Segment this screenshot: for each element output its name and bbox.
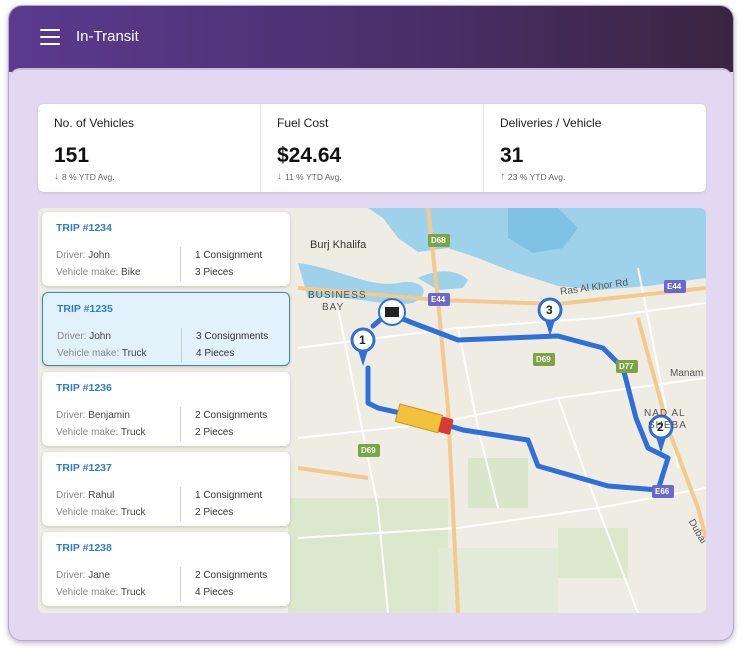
arrow-down-icon: ↓ [277,171,282,182]
driver-name: John [89,331,111,342]
stat-value: 31 [500,144,524,167]
stat-vehicles: No. of Vehicles 151 ↓ 8 % YTD Avg. [38,104,260,192]
vehicle-make-label: Vehicle make: [56,587,119,598]
trip-id: TRIP #1235 [57,303,113,315]
stop-pin-3[interactable]: 3 [546,303,553,317]
pieces: 2 Pieces [195,427,234,438]
trip-id: TRIP #1237 [56,462,112,474]
map-view[interactable]: Burj Khalifa BUSINESS BAY Ras Al Khor Rd… [38,208,706,613]
menu-icon[interactable] [40,29,60,45]
driver-label: Driver: [56,250,86,261]
stat-trend: ↓ 11 % YTD Avg. [277,171,467,182]
shield-d68: D68 [431,236,446,245]
vehicle-make: Truck [120,427,146,438]
map-label-burj: Burj Khalifa [310,239,367,251]
map-label-manam: Manam [670,368,704,379]
pieces: 3 Pieces [195,267,234,278]
trip-card-1235[interactable]: TRIP #1235 Driver: John Vehicle make: Tr… [42,292,290,366]
stop-pin-1[interactable]: 1 [359,333,366,347]
stat-trend-text: 23 % YTD Avg. [508,171,566,182]
vehicle-make-label: Vehicle make: [56,427,119,438]
trip-card-1238[interactable]: TRIP #1238 Driver: Jane Vehicle make: Tr… [42,532,290,606]
stat-deliveries: Deliveries / Vehicle 31 ↑ 23 % YTD Avg. [483,104,706,192]
shield-d77: D77 [619,362,634,371]
driver-label: Driver: [56,490,86,501]
driver-label: Driver: [56,570,86,581]
trip-id: TRIP #1234 [56,222,112,234]
pieces: 2 Pieces [195,507,234,518]
map-label-nad-al-1: NAD AL [644,408,686,419]
stop-pin-2[interactable]: 2 [657,420,664,434]
map-label-business-2: BAY [322,302,345,313]
shield-d69a: D69 [536,355,551,364]
stats-card: No. of Vehicles 151 ↓ 8 % YTD Avg. Fuel C… [38,104,706,192]
consignments: 2 Consignments [195,410,268,421]
shield-e44a: E44 [431,295,446,304]
device-frame: In-Transit No. of Vehicles 151 ↓ 8 % YTD … [8,5,734,641]
consignments: 1 Consignment [195,490,263,501]
stat-trend-text: 11 % YTD Avg. [285,171,342,182]
stat-label: Deliveries / Vehicle [500,116,602,130]
stat-trend: ↓ 8 % YTD Avg. [54,171,244,182]
trip-id: TRIP #1236 [56,382,112,394]
trip-list: TRIP #1234 Driver: John Vehicle make: Bi… [42,212,290,612]
vehicle-make: Bike [121,267,141,278]
consignments: 3 Consignments [196,331,269,342]
arrow-down-icon: ↓ [54,171,59,182]
app-header: In-Transit [9,6,733,72]
consignments: 2 Consignments [195,570,268,581]
driver-name: Benjamin [88,410,130,421]
main-content: No. of Vehicles 151 ↓ 8 % YTD Avg. Fuel C… [10,68,732,640]
vehicle-make: Truck [120,587,146,598]
vehicle-make-label: Vehicle make: [56,507,119,518]
map-label-business-1: BUSINESS [308,290,367,301]
consignments: 1 Consignment [195,250,263,261]
vehicle-make-label: Vehicle make: [56,267,119,278]
trip-card-1237[interactable]: TRIP #1237 Driver: Rahul Vehicle make: T… [42,452,290,526]
driver-label: Driver: [57,331,87,342]
pieces: 4 Pieces [196,348,235,359]
stat-trend-text: 8 % YTD Avg. [62,171,115,182]
stat-label: Fuel Cost [277,116,329,130]
trip-card-1236[interactable]: TRIP #1236 Driver: Benjamin Vehicle make… [42,372,290,446]
pieces: 4 Pieces [195,587,234,598]
driver-name: Jane [88,570,110,581]
vehicle-make-label: Vehicle make: [57,348,120,359]
driver-label: Driver: [56,410,86,421]
vehicle-make: Truck [120,507,146,518]
app-title: In-Transit [76,28,139,45]
stat-fuel: Fuel Cost $24.64 ↓ 11 % YTD Avg. [260,104,483,192]
stat-value: $24.64 [277,144,342,167]
trip-card-1234[interactable]: TRIP #1234 Driver: John Vehicle make: Bi… [42,212,290,286]
vehicle-make: Truck [121,348,147,359]
stat-trend: ↑ 23 % YTD Avg. [500,171,690,182]
shield-e44b: E44 [667,282,682,291]
stat-value: 151 [54,144,90,167]
shield-d69b: D69 [361,446,376,455]
driver-name: John [88,250,110,261]
stat-label: No. of Vehicles [54,116,135,130]
shield-e66: E66 [655,487,670,496]
driver-name: Rahul [88,490,115,501]
arrow-up-icon: ↑ [500,171,505,182]
trip-id: TRIP #1238 [56,542,112,554]
map-label-nad-al-2: SHEBA [648,420,687,431]
